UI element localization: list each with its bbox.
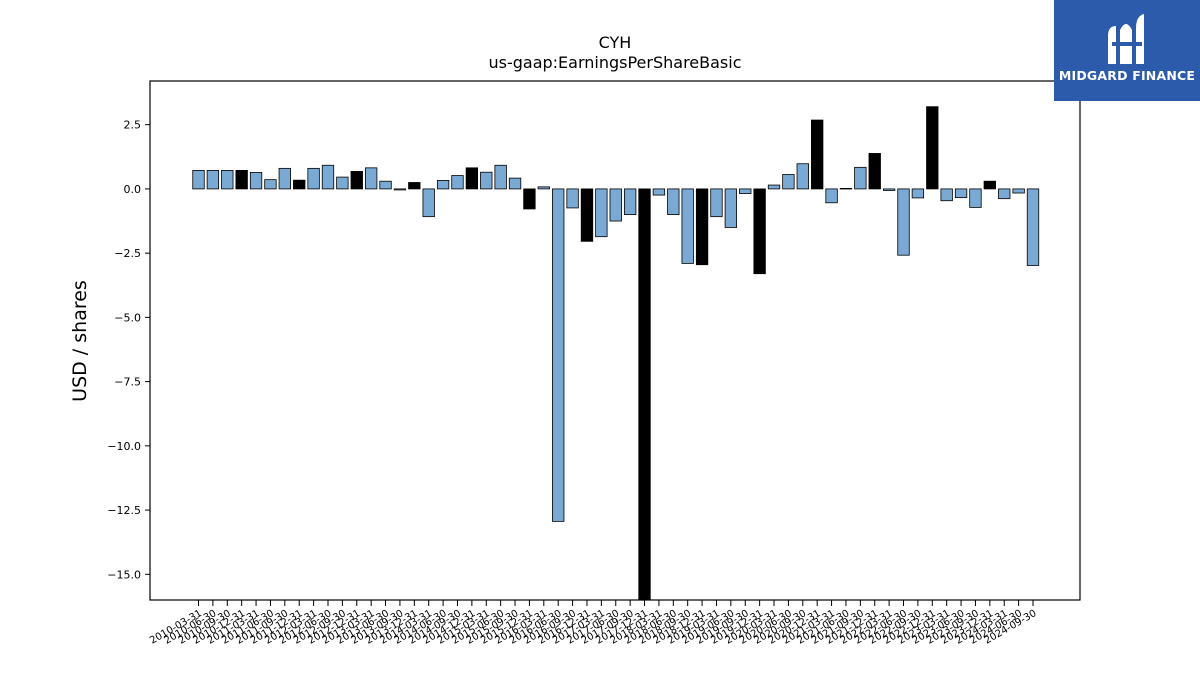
plot-area: 2.50.0−2.5−5.0−7.5−10.0−12.5−15.02010-03… [107, 106, 1040, 647]
bar [537, 186, 550, 190]
bar [854, 166, 867, 190]
bar [998, 188, 1011, 200]
bar [566, 188, 579, 209]
bar [221, 170, 234, 190]
bar [307, 167, 320, 190]
bar [782, 174, 795, 190]
bar [623, 188, 637, 216]
bar [969, 188, 982, 208]
bar [451, 175, 464, 190]
chart-subtitle: us-gaap:EarningsPerShareBasic [488, 53, 741, 72]
bar [609, 188, 622, 222]
bar [508, 177, 522, 190]
bar [523, 188, 536, 210]
bar [595, 188, 608, 238]
bar [249, 172, 263, 190]
bar [926, 106, 939, 190]
bar [739, 188, 752, 194]
y-tick-label: 2.5 [124, 119, 142, 132]
bar [393, 188, 407, 191]
bar [954, 188, 968, 199]
bar [983, 180, 996, 190]
bar [1012, 188, 1025, 194]
y-tick-label: −15.0 [107, 568, 141, 581]
bar [796, 163, 809, 190]
chart-title: CYH [599, 33, 632, 52]
bar [235, 170, 248, 190]
bar [897, 188, 910, 256]
bar [465, 167, 479, 190]
bar [753, 188, 766, 275]
bar [710, 188, 723, 218]
bar [811, 119, 824, 190]
bar [638, 188, 651, 601]
bar [652, 188, 666, 196]
bar [422, 188, 435, 218]
plot-frame [149, 80, 1081, 601]
bar [580, 188, 594, 242]
y-axis-label: USD / shares [69, 280, 91, 402]
bar [1026, 188, 1040, 266]
bar [681, 188, 694, 264]
bar [321, 164, 335, 190]
bar [695, 188, 709, 266]
bar [350, 171, 363, 190]
bar [911, 188, 925, 199]
bar [825, 188, 838, 204]
bar [552, 188, 565, 522]
bar [436, 180, 450, 190]
midgard-finance-logo: MIDGARD FINANCE [1054, 0, 1200, 101]
bar [379, 180, 392, 190]
y-tick-label: 0.0 [124, 183, 142, 196]
bar [839, 187, 853, 190]
bar [278, 167, 291, 190]
y-tick-label: −7.5 [114, 376, 141, 389]
brand-name: MIDGARD FINANCE [1058, 68, 1196, 83]
bar [408, 182, 421, 190]
bar [293, 179, 306, 190]
bar [336, 176, 349, 190]
bar [667, 188, 680, 216]
bar [767, 184, 781, 190]
bar [882, 188, 896, 191]
y-tick-label: −10.0 [107, 440, 141, 453]
bar [264, 179, 277, 190]
bar [940, 188, 953, 202]
bar [206, 170, 220, 190]
y-tick-label: −2.5 [114, 247, 141, 260]
bar [364, 167, 378, 190]
y-tick-label: −12.5 [107, 504, 141, 517]
bar [480, 171, 493, 190]
midgard-logo-icon [1108, 14, 1144, 64]
bar [192, 170, 205, 190]
bar [724, 188, 738, 228]
bar [868, 153, 881, 190]
bar [494, 164, 507, 190]
y-tick-label: −5.0 [114, 311, 141, 324]
